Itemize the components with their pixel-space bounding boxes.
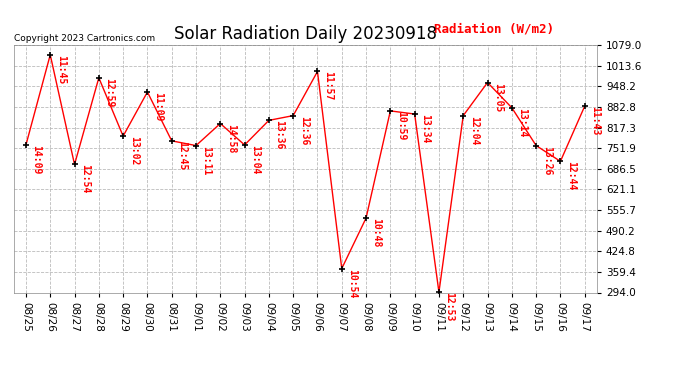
Text: Radiation (W/m2): Radiation (W/m2) — [433, 22, 553, 35]
Text: 13:11: 13:11 — [201, 146, 212, 175]
Text: 11:43: 11:43 — [590, 106, 600, 135]
Text: 13:26: 13:26 — [542, 146, 552, 175]
Text: 12:04: 12:04 — [469, 116, 479, 145]
Text: 14:09: 14:09 — [32, 145, 41, 174]
Text: 10:59: 10:59 — [396, 111, 406, 140]
Text: 12:44: 12:44 — [566, 161, 576, 191]
Title: Solar Radiation Daily 20230918: Solar Radiation Daily 20230918 — [174, 26, 437, 44]
Text: 14:58: 14:58 — [226, 123, 236, 153]
Text: 12:59: 12:59 — [104, 78, 115, 107]
Text: 13:14: 13:14 — [518, 108, 527, 137]
Text: 10:54: 10:54 — [347, 268, 357, 298]
Text: 12:36: 12:36 — [299, 116, 308, 145]
Text: 12:45: 12:45 — [177, 141, 187, 170]
Text: Copyright 2023 Cartronics.com: Copyright 2023 Cartronics.com — [14, 33, 155, 42]
Text: 13:02: 13:02 — [128, 136, 139, 165]
Text: 11:09: 11:09 — [153, 92, 163, 122]
Text: 13:05: 13:05 — [493, 82, 503, 112]
Text: 11:45: 11:45 — [56, 55, 66, 84]
Text: 11:57: 11:57 — [323, 72, 333, 101]
Text: 10:48: 10:48 — [372, 218, 382, 248]
Text: 13:04: 13:04 — [250, 145, 260, 174]
Text: 13:34: 13:34 — [420, 114, 430, 143]
Text: 12:54: 12:54 — [80, 165, 90, 194]
Text: 12:53: 12:53 — [444, 292, 455, 321]
Text: 13:36: 13:36 — [275, 120, 284, 150]
